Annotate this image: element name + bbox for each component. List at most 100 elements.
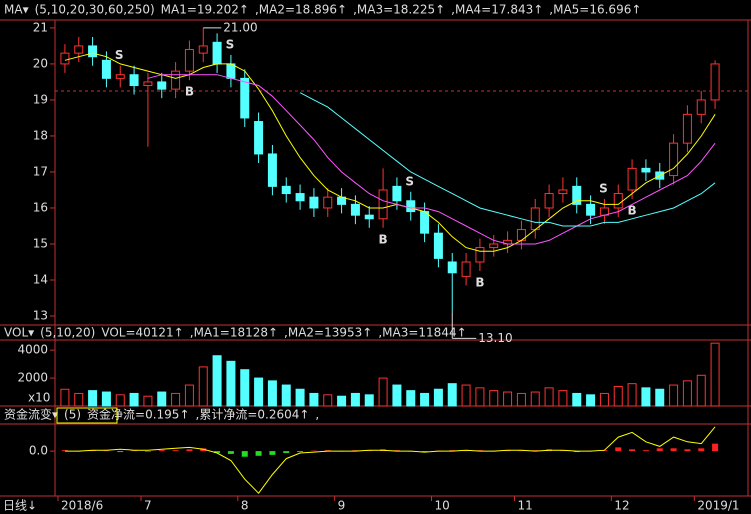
volume-bar — [267, 380, 277, 407]
volume-bar — [530, 391, 540, 407]
flow-bar — [656, 448, 663, 452]
y-tick-label: 4000 — [17, 343, 48, 357]
signal-buy: B — [628, 203, 637, 217]
candle-body — [447, 261, 457, 274]
signal-sell: S — [226, 37, 235, 51]
unit-label: x10 — [28, 391, 50, 405]
x-tick-label: 8 — [241, 499, 249, 513]
legend-text[interactable]: 资金流变▾ — [4, 407, 58, 422]
flow-bar — [158, 450, 165, 452]
volume-bar — [613, 385, 623, 407]
volume-bar — [157, 391, 167, 407]
legend-text: ,累计净流=0.2604↑ — [196, 408, 310, 422]
volume-bar — [74, 392, 84, 407]
candle-body — [406, 200, 416, 213]
volume-bar — [101, 391, 111, 407]
period-button[interactable]: 日线↓ — [3, 499, 37, 513]
flow-bar — [670, 448, 677, 452]
legend-text: , — [315, 408, 319, 422]
candle-body — [129, 74, 139, 87]
volume-bar — [641, 387, 651, 407]
volume-bar — [475, 387, 485, 407]
x-tick-label: 12 — [614, 499, 629, 513]
candle-body — [115, 74, 125, 79]
candle-body — [433, 232, 443, 259]
volume-bar — [171, 392, 181, 407]
indicator-box[interactable] — [56, 407, 118, 424]
candle-body — [669, 142, 679, 177]
flow-bar — [172, 450, 179, 452]
candle-body — [212, 41, 222, 65]
volume-bar — [627, 383, 637, 407]
volume-bar — [544, 387, 554, 407]
legend-text[interactable]: MA▾ — [4, 3, 29, 17]
volume-bar — [392, 384, 402, 407]
candle-body — [641, 167, 651, 173]
signal-buy: B — [379, 232, 388, 246]
volume-bar — [599, 392, 609, 407]
volume-bar — [364, 394, 374, 407]
signal-sell: S — [115, 48, 124, 62]
volume-bar — [309, 392, 319, 407]
volume-bar — [433, 388, 443, 407]
legend-text: (5,10,20,30,60,250) — [35, 3, 155, 17]
candle-body — [696, 99, 706, 115]
legend-text: ,MA2=18.896↑ — [255, 3, 347, 17]
candle-body — [530, 207, 540, 231]
y-tick-label: 15 — [33, 236, 48, 250]
volume-bar — [558, 390, 568, 407]
cumulative-line — [64, 426, 716, 494]
y-tick-label: 18 — [33, 128, 48, 142]
volume-bar — [489, 390, 499, 407]
volume-bar — [420, 392, 430, 407]
candle-body — [309, 196, 319, 209]
flow-bar — [615, 447, 622, 452]
flow-bar — [712, 443, 719, 452]
legend-text: (5) — [64, 408, 81, 422]
ma-line — [64, 52, 716, 252]
candle-body — [74, 45, 84, 54]
candle-body — [88, 45, 98, 58]
volume-bar — [60, 388, 70, 407]
legend-text: ,MA1=18128↑ — [190, 326, 278, 340]
legend-text: 资金净流=0.195↑ — [87, 407, 189, 422]
flow-bar — [241, 451, 248, 457]
candle-body — [544, 193, 554, 209]
legend-text: ,MA5=16.696↑ — [549, 3, 641, 17]
volume-bar — [572, 392, 582, 407]
volume-bar — [655, 388, 665, 407]
volume-bar — [378, 377, 388, 407]
candle-body — [60, 52, 70, 65]
candle-body — [378, 189, 388, 220]
volume-bar — [406, 390, 416, 407]
candle-body — [572, 185, 582, 205]
volume-bar — [586, 394, 596, 407]
low-label: 13.10 — [478, 331, 512, 345]
volume-bar — [115, 394, 125, 407]
candle-body — [613, 193, 623, 209]
candle-body — [558, 189, 568, 195]
flow-bar — [255, 451, 262, 456]
legend-text: (5,10,20) — [40, 326, 95, 340]
y-tick-label: 19 — [33, 92, 48, 106]
candle-body — [198, 45, 208, 54]
flow-bar — [698, 448, 705, 452]
candle-body — [184, 49, 194, 72]
y-tick-label: 20 — [33, 56, 48, 70]
signal-buy: B — [475, 275, 484, 289]
y-tick-label: 21 — [33, 20, 48, 34]
flow-bar — [684, 449, 691, 452]
y-tick-label: 13 — [33, 308, 48, 322]
signal-sell: S — [599, 181, 608, 195]
candle-body — [226, 63, 236, 79]
legend-text[interactable]: VOL▾ — [4, 326, 34, 340]
signal-buy: B — [185, 85, 194, 99]
flow-bar — [297, 451, 304, 453]
candle-body — [586, 203, 596, 216]
x-tick-label: 11 — [518, 499, 533, 513]
volume-bar — [447, 383, 457, 407]
volume-bar — [226, 360, 236, 407]
candle-body — [254, 121, 264, 155]
x-tick-label: 7 — [144, 499, 152, 513]
